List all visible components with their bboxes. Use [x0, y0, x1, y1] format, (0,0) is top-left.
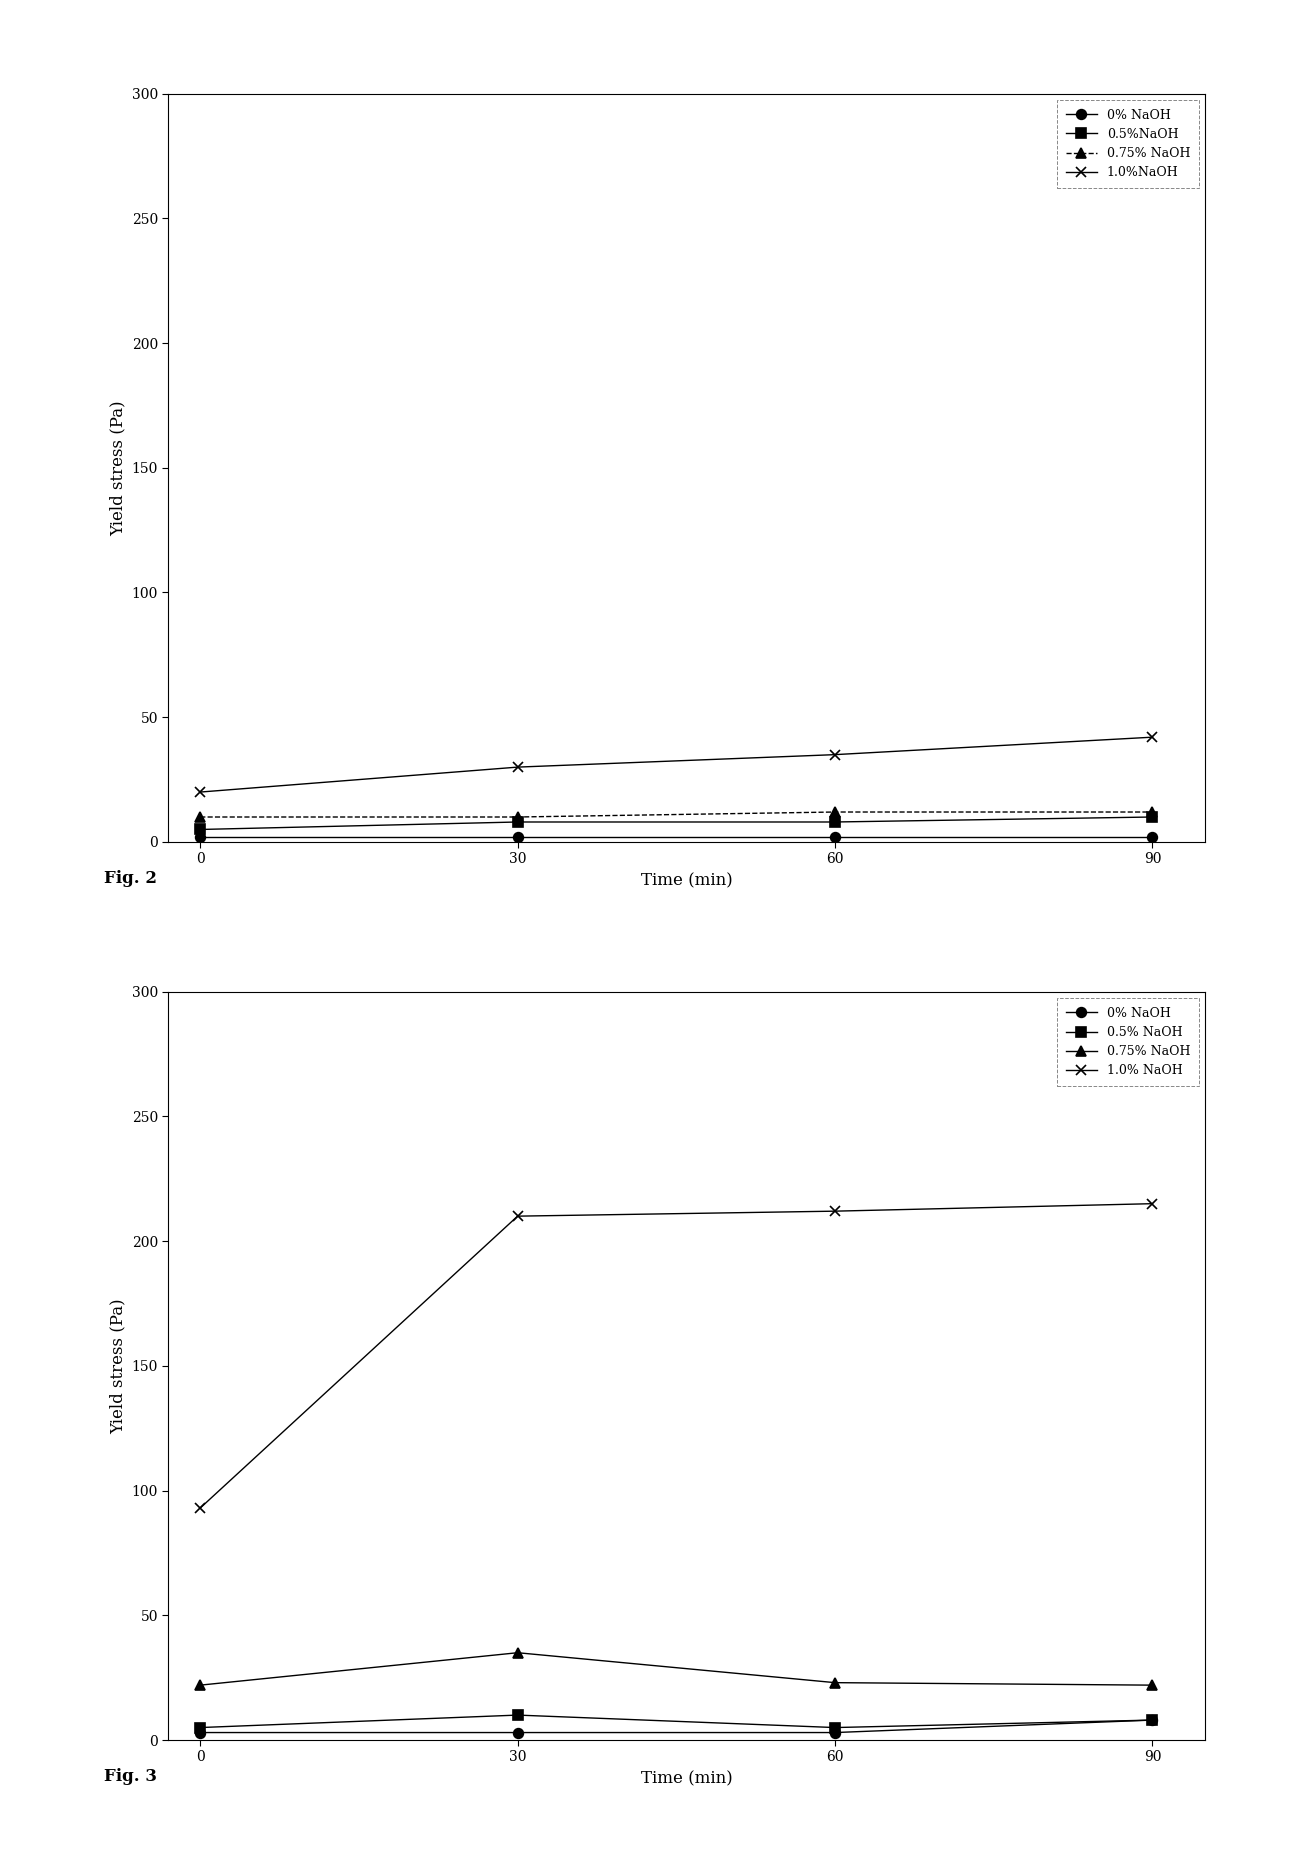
1.0% NaOH: [1144, 1192, 1160, 1214]
0.75% NaOH: [192, 1675, 207, 1697]
0.75% NaOH: [827, 1671, 842, 1693]
0% NaOH: [1144, 1708, 1160, 1731]
0.5% NaOH: [827, 1716, 842, 1738]
Line: 0% NaOH: 0% NaOH: [196, 833, 1157, 842]
0.5%NaOH: [192, 818, 207, 840]
0% NaOH: [192, 825, 207, 848]
0% NaOH: [827, 1721, 842, 1744]
Line: 0.5% NaOH: 0.5% NaOH: [196, 1710, 1157, 1733]
1.0%NaOH: [827, 743, 842, 765]
Y-axis label: Yield stress (Pa): Yield stress (Pa): [109, 1298, 126, 1433]
1.0%NaOH: [192, 780, 207, 803]
Line: 0.75% NaOH: 0.75% NaOH: [196, 1648, 1157, 1690]
0% NaOH: [509, 825, 525, 848]
0.5% NaOH: [192, 1716, 207, 1738]
0.75% NaOH: [509, 1641, 525, 1663]
Text: Fig. 3: Fig. 3: [104, 1768, 157, 1785]
0.75% NaOH: [1144, 1675, 1160, 1697]
0.5% NaOH: [1144, 1708, 1160, 1731]
Line: 1.0% NaOH: 1.0% NaOH: [196, 1199, 1157, 1514]
0.5%NaOH: [827, 810, 842, 833]
0.75% NaOH: [1144, 801, 1160, 823]
0.75% NaOH: [827, 801, 842, 823]
Line: 0.75% NaOH: 0.75% NaOH: [196, 806, 1157, 821]
0% NaOH: [827, 825, 842, 848]
1.0%NaOH: [509, 756, 525, 778]
Line: 0.5%NaOH: 0.5%NaOH: [196, 812, 1157, 834]
X-axis label: Time (min): Time (min): [642, 872, 732, 889]
0.75% NaOH: [509, 806, 525, 829]
0.75% NaOH: [192, 806, 207, 829]
Line: 1.0%NaOH: 1.0%NaOH: [196, 732, 1157, 797]
Text: Fig. 2: Fig. 2: [104, 870, 157, 887]
1.0% NaOH: [192, 1497, 207, 1519]
0% NaOH: [1144, 825, 1160, 848]
X-axis label: Time (min): Time (min): [642, 1770, 732, 1787]
0.5%NaOH: [509, 810, 525, 833]
0% NaOH: [509, 1721, 525, 1744]
1.0%NaOH: [1144, 726, 1160, 748]
Legend: 0% NaOH, 0.5%NaOH, 0.75% NaOH, 1.0%NaOH: 0% NaOH, 0.5%NaOH, 0.75% NaOH, 1.0%NaOH: [1056, 99, 1199, 189]
Line: 0% NaOH: 0% NaOH: [196, 1716, 1157, 1738]
1.0% NaOH: [827, 1199, 842, 1222]
0.5%NaOH: [1144, 806, 1160, 829]
Y-axis label: Yield stress (Pa): Yield stress (Pa): [109, 400, 126, 535]
Legend: 0% NaOH, 0.5% NaOH, 0.75% NaOH, 1.0% NaOH: 0% NaOH, 0.5% NaOH, 0.75% NaOH, 1.0% NaO…: [1056, 997, 1199, 1087]
1.0% NaOH: [509, 1205, 525, 1227]
0% NaOH: [192, 1721, 207, 1744]
0.5% NaOH: [509, 1704, 525, 1727]
